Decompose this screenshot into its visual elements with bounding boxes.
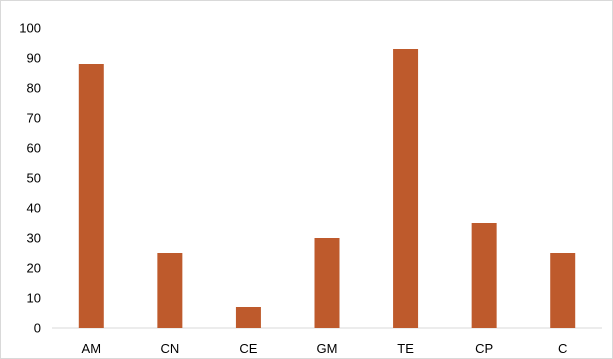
bar-ce (235, 307, 261, 328)
x-tick-label-ce: CE (239, 341, 257, 356)
bar-am (78, 64, 104, 328)
x-tick-label-gm: GM (317, 341, 338, 356)
x-tick-label-te: TE (397, 341, 414, 356)
y-tick-label-10: 10 (27, 291, 41, 306)
bar-gm (314, 238, 340, 328)
x-axis-labels: AM CN CE GM TE CP C (82, 341, 568, 356)
y-tick-label-90: 90 (27, 51, 41, 66)
y-tick-label-0: 0 (34, 321, 41, 336)
x-tick-label-cn: CN (160, 341, 179, 356)
y-tick-label-80: 80 (27, 81, 41, 96)
y-tick-label-100: 100 (19, 21, 41, 36)
bar-cn (157, 253, 183, 328)
y-tick-label-30: 30 (27, 231, 41, 246)
y-tick-label-40: 40 (27, 201, 41, 216)
x-tick-label-cp: CP (475, 341, 493, 356)
bars (78, 49, 576, 328)
y-tick-label-20: 20 (27, 261, 41, 276)
y-axis-ticks: 0 10 20 30 40 50 60 70 80 90 100 (19, 21, 41, 336)
y-tick-label-60: 60 (27, 141, 41, 156)
x-tick-label-am: AM (82, 341, 102, 356)
bar-cp (471, 223, 497, 328)
y-tick-label-50: 50 (27, 171, 41, 186)
y-tick-label-70: 70 (27, 111, 41, 126)
bar-c (550, 253, 576, 328)
bar-te (393, 49, 419, 328)
x-tick-label-c: C (558, 341, 567, 356)
